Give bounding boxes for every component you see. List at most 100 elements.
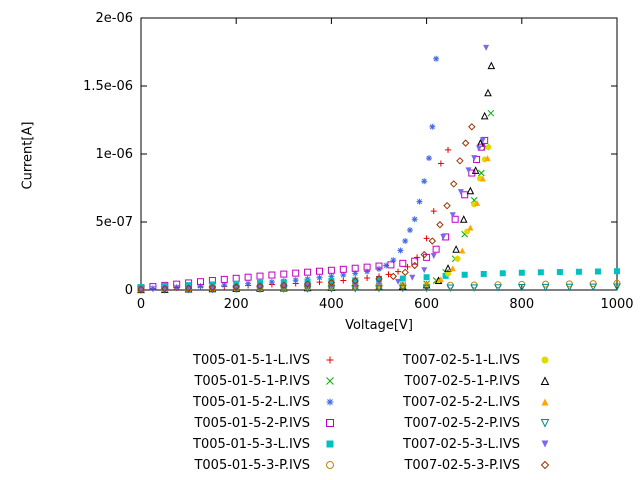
series-T007-02-5-3-P.IVS xyxy=(137,123,476,294)
data-point-marker xyxy=(443,201,451,210)
legend-item: T007-02-5-2-L.IVS xyxy=(402,395,549,410)
legend-label: T007-02-5-2-P.IVS xyxy=(403,416,520,431)
data-point-marker xyxy=(220,275,228,283)
data-point-marker xyxy=(303,280,312,288)
legend-item: T005-01-5-1-P.IVS xyxy=(193,374,334,389)
data-point-marker xyxy=(444,264,452,272)
data-point-marker xyxy=(437,160,444,167)
data-point-marker xyxy=(589,280,597,288)
data-point-marker xyxy=(540,460,550,470)
data-point-marker xyxy=(375,262,383,270)
legend-label: T005-01-5-1-L.IVS xyxy=(192,353,310,368)
data-point-marker xyxy=(540,376,550,385)
data-point-marker xyxy=(432,245,440,253)
y-tick-label: 2e-06 xyxy=(95,11,133,26)
data-point-marker xyxy=(425,155,432,162)
data-point-marker xyxy=(326,377,334,385)
data-point-marker xyxy=(340,272,347,279)
legend-label: T005-01-5-3-P.IVS xyxy=(193,458,310,473)
series-T007-02-5-3-L.IVS xyxy=(138,44,490,293)
data-point-marker xyxy=(256,272,264,280)
legend-item: T005-01-5-3-L.IVS xyxy=(192,437,334,452)
data-point-marker xyxy=(280,270,288,278)
data-point-marker xyxy=(446,284,455,293)
data-point-marker xyxy=(468,123,476,131)
data-point-marker xyxy=(304,268,312,276)
data-point-marker xyxy=(575,268,582,275)
legend-label: T005-01-5-1-P.IVS xyxy=(193,374,310,389)
legend-item: T007-02-5-2-P.IVS xyxy=(403,416,550,431)
series-T007-02-5-1-L.IVS xyxy=(138,144,492,293)
data-point-marker xyxy=(449,212,456,219)
data-point-marker xyxy=(411,257,419,265)
data-point-marker xyxy=(351,264,359,272)
legend-label: T007-02-5-3-P.IVS xyxy=(403,458,520,473)
data-point-marker xyxy=(445,146,452,153)
data-point-marker xyxy=(352,282,359,289)
series-T005-01-5-2-L.IVS xyxy=(138,55,440,292)
data-point-marker xyxy=(401,268,409,277)
x-tick-label: 800 xyxy=(509,297,534,312)
data-point-marker xyxy=(540,419,550,428)
legend-item: T005-01-5-3-P.IVS xyxy=(193,458,334,473)
series-T005-01-5-2-P.IVS xyxy=(137,136,489,292)
legend-item: T007-02-5-1-L.IVS xyxy=(402,353,549,368)
data-point-marker xyxy=(480,111,489,120)
data-point-marker xyxy=(461,271,468,278)
data-point-marker xyxy=(613,279,621,287)
data-point-marker xyxy=(197,278,204,286)
data-point-marker xyxy=(326,398,334,406)
data-point-marker xyxy=(541,283,550,292)
data-point-marker xyxy=(389,272,397,281)
data-point-marker xyxy=(364,275,371,282)
data-point-marker xyxy=(487,61,496,70)
data-point-marker xyxy=(232,283,240,291)
data-point-marker xyxy=(471,155,478,162)
data-point-marker xyxy=(457,189,464,196)
data-point-marker xyxy=(423,274,430,281)
data-point-marker xyxy=(326,440,334,448)
data-point-marker xyxy=(280,284,287,291)
data-point-marker xyxy=(436,221,444,229)
data-point-marker xyxy=(485,144,492,151)
data-point-marker xyxy=(480,270,487,277)
legend-label: T007-02-5-1-P.IVS xyxy=(403,374,520,389)
data-point-marker xyxy=(484,155,491,162)
data-point-marker xyxy=(494,284,502,292)
data-point-marker xyxy=(589,283,598,292)
data-point-marker xyxy=(410,261,419,270)
data-point-marker xyxy=(477,169,485,177)
data-point-marker xyxy=(613,283,621,292)
data-point-marker xyxy=(327,266,335,274)
data-point-marker xyxy=(328,278,335,285)
data-point-marker xyxy=(149,283,157,291)
data-point-marker xyxy=(256,282,264,290)
data-point-marker xyxy=(376,276,382,283)
y-tick-label: 0 xyxy=(125,283,133,298)
data-point-marker xyxy=(541,356,549,364)
data-point-marker xyxy=(479,137,486,144)
x-tick-label: 200 xyxy=(224,297,249,312)
data-point-marker xyxy=(433,55,440,62)
legend-label: T007-02-5-3-L.IVS xyxy=(402,437,520,452)
series-T007-02-5-1-P.IVS xyxy=(137,61,496,294)
data-point-marker xyxy=(594,268,601,275)
data-point-marker xyxy=(484,88,492,97)
data-point-marker xyxy=(402,238,409,245)
legend-item: T007-02-5-3-L.IVS xyxy=(402,437,549,452)
data-point-marker xyxy=(221,281,228,288)
data-point-marker xyxy=(326,419,334,427)
data-point-marker xyxy=(364,268,371,275)
data-point-marker xyxy=(339,265,347,273)
data-point-marker xyxy=(471,166,480,174)
data-point-marker xyxy=(423,281,430,288)
data-point-marker xyxy=(556,269,563,276)
legend-item: T007-02-5-3-P.IVS xyxy=(403,458,550,473)
data-point-marker xyxy=(483,44,490,51)
data-point-marker xyxy=(245,280,252,287)
data-point-marker xyxy=(327,278,336,287)
data-point-marker xyxy=(421,267,428,274)
data-point-marker xyxy=(442,272,449,279)
legend-label: T005-01-5-2-L.IVS xyxy=(192,395,310,410)
data-point-marker xyxy=(614,268,620,275)
